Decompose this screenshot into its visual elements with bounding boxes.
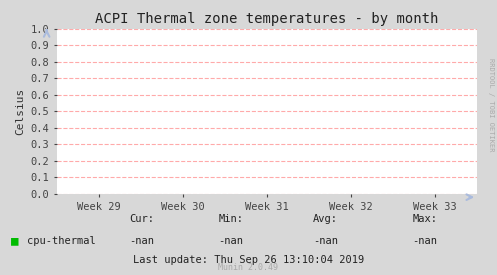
Text: -nan: -nan	[313, 236, 338, 246]
Title: ACPI Thermal zone temperatures - by month: ACPI Thermal zone temperatures - by mont…	[95, 12, 439, 26]
Text: cpu-thermal: cpu-thermal	[27, 236, 96, 246]
Text: -nan: -nan	[129, 236, 154, 246]
Text: Cur:: Cur:	[129, 214, 154, 224]
Text: Munin 2.0.49: Munin 2.0.49	[219, 263, 278, 272]
Text: RRDTOOL / TOBI OETIKER: RRDTOOL / TOBI OETIKER	[488, 58, 494, 151]
Text: Max:: Max:	[413, 214, 437, 224]
Text: Avg:: Avg:	[313, 214, 338, 224]
Text: Min:: Min:	[219, 214, 244, 224]
Text: -nan: -nan	[219, 236, 244, 246]
Text: Last update: Thu Sep 26 13:10:04 2019: Last update: Thu Sep 26 13:10:04 2019	[133, 255, 364, 265]
Y-axis label: Celsius: Celsius	[15, 88, 25, 135]
Text: ■: ■	[11, 234, 18, 247]
Text: -nan: -nan	[413, 236, 437, 246]
